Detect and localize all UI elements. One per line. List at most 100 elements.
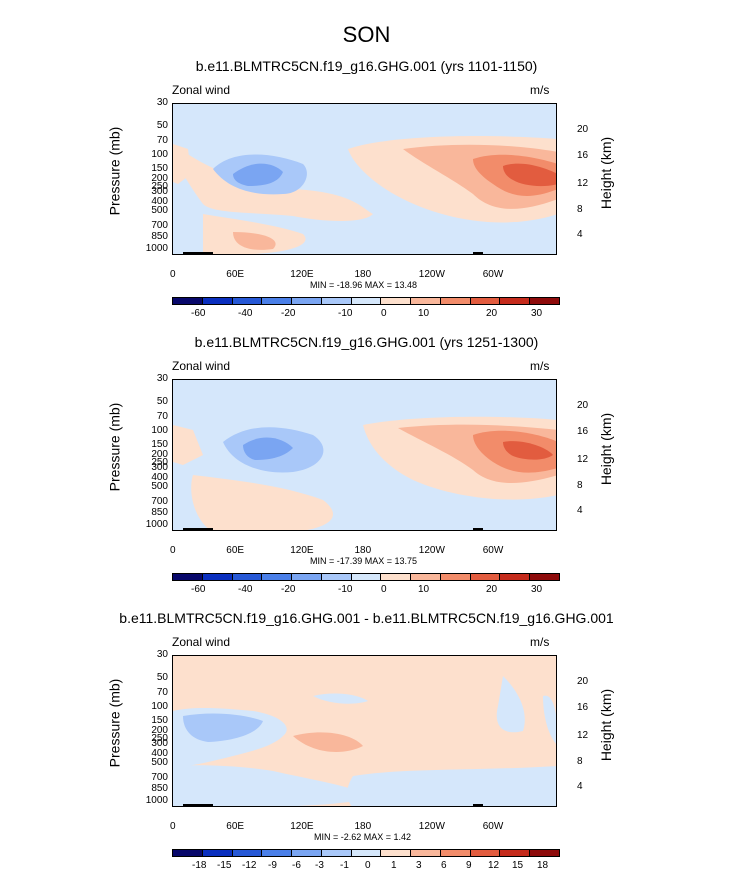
- colorbar-swatch: [500, 574, 531, 580]
- panel-3-height-tick: 16: [577, 702, 589, 714]
- colorbar-label: -9: [268, 860, 277, 871]
- panel-1-topography: [473, 252, 483, 254]
- panel-1-colorbar: [172, 297, 560, 305]
- panel-3-negative-region: [347, 766, 556, 806]
- colorbar-label: 10: [418, 584, 430, 595]
- colorbar-swatch: [202, 298, 233, 304]
- colorbar-label: 30: [531, 584, 543, 595]
- panel-1-variable-label: Zonal wind: [172, 83, 231, 97]
- panel-3-pressure-tick: 100: [151, 701, 168, 713]
- colorbar-swatch: [351, 850, 382, 856]
- panel-2-topography: [473, 528, 483, 530]
- panel-3-colorbar: [172, 849, 560, 857]
- colorbar-swatch: [440, 850, 471, 856]
- colorbar-label: 3: [416, 860, 422, 871]
- colorbar-label: -1: [340, 860, 349, 871]
- colorbar-swatch: [232, 850, 263, 856]
- colorbar-label: 15: [512, 860, 524, 871]
- panel-3-pressure-tick: 30: [156, 649, 168, 660]
- panel-1-title: b.e11.BLMTRC5CN.f19_g16.GHG.001 (yrs 110…: [195, 58, 538, 74]
- colorbar-label: 1: [391, 860, 397, 871]
- panel-1-height-tick: 12: [577, 178, 589, 190]
- colorbar-label: -60: [191, 308, 206, 319]
- colorbar-swatch: [262, 298, 293, 304]
- panel-2-pressure-tick: 400: [151, 471, 168, 483]
- panel-3-longitude-tick: 60E: [226, 821, 245, 832]
- colorbar-label: 12: [488, 860, 500, 871]
- panel-2-height-tick: 16: [577, 426, 589, 438]
- colorbar-swatch: [292, 574, 322, 580]
- colorbar-label: -40: [238, 584, 253, 595]
- colorbar-label: -6: [292, 860, 301, 871]
- colorbar-swatch: [470, 574, 501, 580]
- colorbar-swatch: [411, 298, 441, 304]
- panel-3-height-tick: 12: [577, 730, 589, 742]
- colorbar-swatch: [351, 574, 382, 580]
- panel-2-pressure-tick: 200: [151, 449, 168, 460]
- panel-3-positive-region: [293, 732, 363, 752]
- colorbar-swatch: [173, 574, 203, 580]
- panel-2-pressure-axis-label: Pressure (mb): [106, 402, 123, 492]
- colorbar-swatch: [173, 298, 203, 304]
- colorbar-label: 30: [531, 308, 543, 319]
- panel-3-pressure-tick: 150: [151, 715, 168, 727]
- panel-2-height-tick: 20: [577, 399, 589, 411]
- panel-1-pressure-tick: 500: [151, 204, 168, 216]
- panel-1-plot: [172, 103, 557, 255]
- colorbar-swatch: [470, 850, 501, 856]
- colorbar-label: 6: [441, 860, 447, 871]
- panel-1-longitude-tick: 120E: [290, 269, 314, 280]
- colorbar-label: -15: [217, 860, 232, 871]
- panel-1-pressure-tick: 400: [151, 195, 168, 207]
- panel-1-units-label: m/s: [530, 83, 550, 97]
- panel-1-height-tick: 20: [577, 123, 589, 135]
- colorbar-swatch: [292, 850, 322, 856]
- panel-2-longitude-tick: 60E: [226, 545, 245, 556]
- panel-1-westerly-jet-core: [503, 163, 556, 187]
- panel-3-negative-region: [543, 695, 556, 744]
- panel-3-height-tick: 8: [577, 756, 583, 768]
- panel-2-longitude-tick: 180: [354, 545, 372, 556]
- panel-1-pressure-tick: 1000: [145, 242, 168, 254]
- panel-3-pressure-tick: 300: [151, 737, 168, 749]
- panel-2-longitude-tick: 60W: [482, 545, 504, 556]
- colorbar-swatch: [381, 850, 412, 856]
- panel-3-pressure-tick: 70: [156, 687, 168, 698]
- panel-2-minmax: MIN = -17.39 MAX = 13.75: [310, 556, 418, 566]
- panel-3-pressure-tick: 500: [151, 756, 168, 768]
- colorbar-swatch: [411, 574, 441, 580]
- colorbar-swatch: [202, 850, 233, 856]
- panel-2-height-axis-label: Height (km): [598, 412, 615, 486]
- colorbar-swatch: [321, 574, 352, 580]
- colorbar-swatch: [530, 574, 559, 580]
- panel-2-pressure-tick: 300: [151, 461, 168, 473]
- panel-2-pressure-tick: 500: [151, 480, 168, 492]
- panel-3-plot: [172, 655, 557, 807]
- panel-3-height-tick: 4: [577, 781, 583, 793]
- panel-3-negative-core: [183, 713, 263, 742]
- colorbar-swatch: [321, 298, 352, 304]
- panel-2-pressure-tick: 150: [151, 439, 168, 451]
- colorbar-swatch: [470, 298, 501, 304]
- panel-1-positive-region: [233, 232, 276, 250]
- colorbar-label: -20: [281, 584, 296, 595]
- colorbar-swatch: [530, 298, 559, 304]
- panel-1-easterly-core: [233, 163, 283, 186]
- panel-3-longitude-tick: 120E: [290, 821, 314, 832]
- colorbar-label: -10: [338, 584, 353, 595]
- panel-1-longitude-tick: 180: [354, 269, 372, 280]
- colorbar-swatch: [262, 850, 293, 856]
- panel-1-longitude-tick: 120W: [418, 269, 445, 280]
- panel-3-negative-region: [173, 765, 373, 806]
- panel-2-pressure-tick: 50: [156, 395, 168, 407]
- colorbar-label: 18: [537, 860, 549, 871]
- panel-2-height-tick: 8: [577, 480, 583, 492]
- panel-1-height-tick: 4: [577, 229, 583, 241]
- panel-1-pressure-tick: 850: [151, 230, 168, 242]
- colorbar-label: -60: [191, 584, 206, 595]
- colorbar-label: 9: [466, 860, 472, 871]
- panel-1-pressure-tick: 50: [156, 119, 168, 131]
- panel-1-pressure-tick: 300: [151, 185, 168, 197]
- colorbar-swatch: [411, 850, 441, 856]
- colorbar-label: 0: [381, 584, 387, 595]
